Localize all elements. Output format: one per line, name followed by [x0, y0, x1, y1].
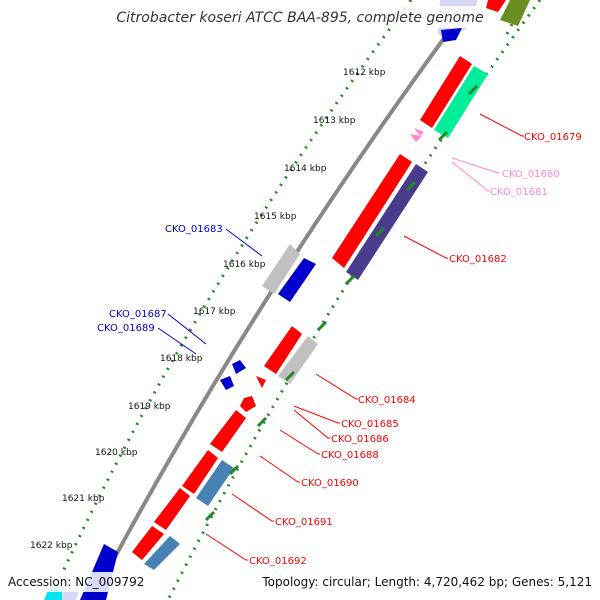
- tick-label: 1612 kbp: [343, 68, 386, 78]
- feature-red-1684: [264, 326, 302, 374]
- tick-label: 1616 kbp: [223, 260, 266, 270]
- feature-pink-1680: [414, 128, 424, 136]
- accession-text: Accession: NC_009792: [8, 575, 144, 589]
- gene-label-cko-01680: CKO_01680: [502, 169, 560, 180]
- feature-green-1679: [434, 66, 488, 138]
- gene-labels: CKO_01679 CKO_01680 CKO_01681 CKO_01682 …: [97, 132, 582, 567]
- feature-steel-1692: [144, 536, 180, 570]
- leader-lines: [157, 113, 524, 561]
- outer-dotted-track-top: [502, 0, 526, 41]
- gene-label-cko-01686: CKO_01686: [331, 434, 389, 445]
- tick-label: 1613 kbp: [313, 116, 356, 126]
- feature-blue-1683: [278, 258, 316, 302]
- gene-label-cko-01684: CKO_01684: [358, 395, 416, 406]
- gene-label-cko-01690: CKO_01690: [301, 478, 359, 489]
- gene-label-cko-01691: CKO_01691: [275, 517, 333, 528]
- inner-dotted-track: [48, 0, 413, 600]
- feature-pink-1681: [410, 134, 422, 142]
- feature-steel-1690: [196, 460, 234, 506]
- feature-red-1679a: [420, 56, 472, 128]
- feature-gray-1684: [278, 336, 318, 384]
- topology-text: Topology: circular; Length: 4,720,462 bp…: [261, 575, 592, 589]
- tick-label: 1615 kbp: [254, 212, 297, 222]
- tick-marks: [204, 84, 479, 522]
- backbone-circle: [90, 0, 474, 600]
- feature-olive-top: [500, 0, 530, 26]
- tick-label: 1622 kbp: [30, 541, 73, 551]
- tick-label: 1620 kbp: [95, 448, 138, 458]
- outer-dotted-track: [166, 0, 542, 600]
- feature-red-1685: [256, 376, 266, 388]
- gene-label-cko-01692: CKO_01692: [249, 556, 307, 567]
- tick-labels: 1612 kbp 1613 kbp 1614 kbp 1615 kbp 1616…: [30, 68, 386, 551]
- title-backdrop: [112, 6, 484, 28]
- map-title: Citrobacter koseri ATCC BAA-895, complet…: [116, 10, 483, 26]
- feature-blue-1689: [220, 376, 234, 390]
- feature-blue-top: [441, 28, 462, 42]
- tick-label: 1618 kbp: [160, 354, 203, 364]
- accession-backdrop: [4, 572, 154, 592]
- feature-red-1691: [154, 488, 190, 530]
- feature-red-1692: [132, 526, 164, 560]
- gene-label-cko-01688: CKO_01688: [321, 450, 379, 461]
- feature-blue-1687: [232, 360, 246, 374]
- feature-red-1690: [182, 450, 218, 494]
- tick-label: 1621 kbp: [62, 494, 105, 504]
- tick-label: 1614 kbp: [284, 164, 327, 174]
- gene-label-cko-01689: CKO_01689: [97, 323, 155, 334]
- gene-label-cko-01683: CKO_01683: [165, 224, 223, 235]
- topology-backdrop: [258, 572, 596, 592]
- tick-label: 1617 kbp: [193, 307, 236, 317]
- feature-red-1682: [332, 154, 412, 268]
- tick-label: 1619 kbp: [128, 402, 171, 412]
- feature-gray-1683: [262, 244, 300, 294]
- gene-label-cko-01679: CKO_01679: [524, 132, 582, 143]
- feature-red-1688: [210, 410, 246, 452]
- feature-red-top: [486, 0, 506, 12]
- feature-slate-1682: [346, 164, 428, 280]
- gene-label-cko-01682: CKO_01682: [449, 254, 507, 265]
- gene-label-cko-01687: CKO_01687: [109, 309, 167, 320]
- gene-label-cko-01685: CKO_01685: [341, 419, 399, 430]
- feature-red-1686: [240, 396, 256, 412]
- gene-label-cko-01681: CKO_01681: [490, 187, 548, 198]
